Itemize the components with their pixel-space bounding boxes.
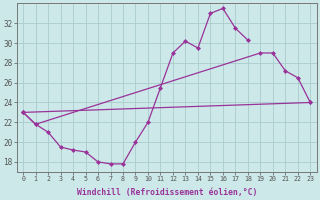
X-axis label: Windchill (Refroidissement éolien,°C): Windchill (Refroidissement éolien,°C) <box>76 188 257 197</box>
